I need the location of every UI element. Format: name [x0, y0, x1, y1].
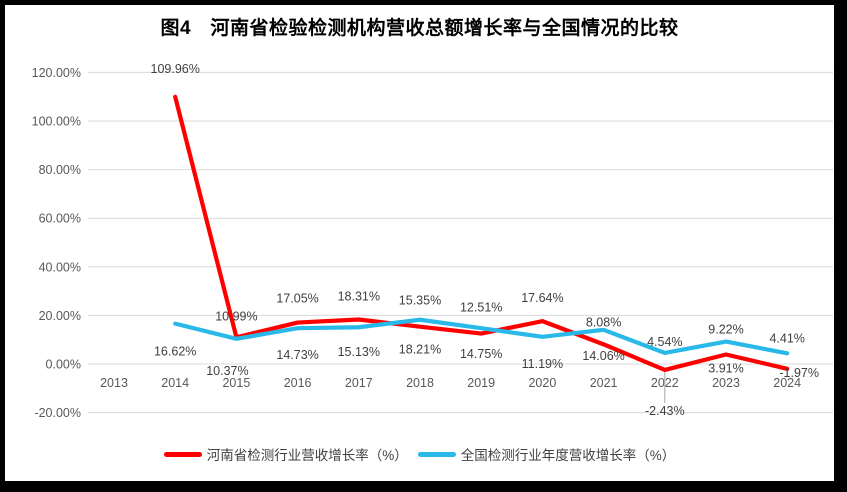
data-label-henan: -1.97%	[779, 366, 819, 380]
data-label-henan: 12.51%	[460, 301, 502, 315]
y-axis-tick-label: 20.00%	[39, 309, 81, 323]
data-label-national: 14.06%	[582, 349, 624, 363]
x-axis-tick-label: 2024	[773, 376, 801, 390]
x-axis-tick-label: 2020	[528, 376, 556, 390]
legend-item-henan: 河南省检测行业营收增长率（%）	[163, 444, 408, 464]
y-axis-tick-label: 0.00%	[46, 358, 81, 372]
data-label-national: 14.73%	[276, 348, 318, 362]
y-axis-tick-label: 120.00%	[32, 66, 81, 80]
x-axis-tick-label: 2019	[467, 376, 495, 390]
chart-legend: 河南省检测行业营收增长率（%） 全国检测行业年度营收增长率（%）	[5, 441, 834, 467]
data-label-henan: 8.08%	[586, 315, 621, 329]
data-label-national: 15.13%	[338, 345, 380, 359]
series-line-henan	[173, 94, 790, 373]
legend-line-swatch-national	[417, 451, 456, 457]
x-axis-tick-label: 2015	[222, 376, 250, 390]
legend-line-swatch-henan	[163, 451, 202, 457]
y-axis-tick-label: -20.00%	[34, 406, 81, 420]
data-label-henan: -2.43%	[645, 404, 685, 418]
line-chart-plot-area: 120.00% 100.00% 80.00% 60.00% 40.00% 20.00% 0.…	[32, 62, 833, 420]
legend-label-national: 全国检测行业年度营收增长率（%）	[460, 448, 676, 463]
data-label-national: 10.37%	[206, 364, 248, 378]
y-axis-tick-label: 80.00%	[39, 163, 81, 177]
data-label-henan: 17.05%	[276, 292, 318, 306]
data-label-national: 14.75%	[460, 347, 502, 361]
data-label-henan: 10.99%	[215, 309, 257, 323]
data-label-henan: 3.91%	[708, 361, 743, 375]
data-label-national: 9.22%	[708, 323, 743, 337]
data-label-national: 4.41%	[769, 331, 804, 345]
x-axis-tick-label: 2013	[100, 376, 128, 390]
y-axis-tick-label: 40.00%	[39, 260, 81, 274]
series-line-national	[173, 317, 790, 356]
y-axis-tick-label: 100.00%	[32, 115, 81, 129]
data-label-national: 16.62%	[154, 345, 196, 359]
x-axis-tick-label: 2018	[406, 376, 434, 390]
data-label-henan: 15.35%	[399, 294, 441, 308]
data-label-henan: 17.64%	[521, 291, 563, 305]
x-axis-tick-label: 2016	[284, 376, 312, 390]
x-axis-tick-label: 2021	[590, 376, 618, 390]
x-axis-tick-label: 2023	[712, 376, 740, 390]
data-label-national: 4.54%	[647, 335, 682, 349]
data-label-henan: 18.31%	[338, 290, 380, 304]
chart-title: 图4 河南省检验检测机构营收总额增长率与全国情况的比较	[160, 18, 679, 39]
x-axis-tick-label: 2017	[345, 376, 373, 390]
data-label-national: 18.21%	[399, 343, 441, 357]
y-axis-tick-label: 60.00%	[39, 212, 81, 226]
data-label-henan: 109.96%	[151, 62, 200, 76]
legend-label-henan: 河南省检测行业营收增长率（%）	[206, 448, 408, 463]
data-label-national: 11.19%	[522, 357, 563, 371]
legend-item-national: 全国检测行业年度营收增长率（%）	[417, 444, 676, 464]
x-axis-tick-label: 2014	[161, 376, 189, 390]
